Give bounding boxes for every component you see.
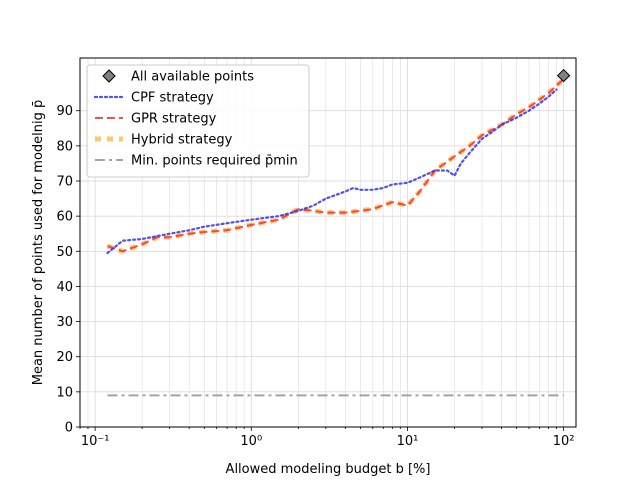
y-tick-label: 90 xyxy=(56,104,73,119)
x-tick-label: 10¹ xyxy=(397,434,419,449)
legend-label: All available points xyxy=(131,70,254,85)
y-tick-label: 30 xyxy=(56,315,73,330)
legend-label: CPF strategy xyxy=(131,91,214,106)
y-tick-label: 80 xyxy=(56,139,73,154)
y-tick-label: 60 xyxy=(56,210,73,225)
y-axis-label: Mean number of points used for modelnig … xyxy=(31,100,46,386)
series-layer xyxy=(106,68,571,397)
legend-marker-all-available xyxy=(102,69,116,83)
y-tick-label: 70 xyxy=(56,175,73,190)
y-tick-label: 40 xyxy=(56,280,73,295)
axis-ticks: 10⁻¹ 10⁰ 10¹ 10² 0 10 20 30 40 50 60 70 80 90 xyxy=(56,104,574,449)
legend-label: Min. points required p̄min xyxy=(131,154,298,169)
x-axis-label: Allowed modeling budget b [%] xyxy=(226,462,431,477)
y-tick-label: 20 xyxy=(56,350,73,365)
y-tick-label: 0 xyxy=(65,421,73,436)
y-tick-label: 10 xyxy=(56,385,73,400)
x-tick-label: 10² xyxy=(553,434,575,449)
x-tick-label: 10⁻¹ xyxy=(81,434,110,449)
data-point-all-available xyxy=(556,68,571,83)
legend-box xyxy=(86,64,310,178)
legend: All available points CPF strategy GPR stra… xyxy=(86,64,310,178)
legend-label: GPR strategy xyxy=(131,112,217,127)
x-tick-label: 10⁰ xyxy=(240,434,262,449)
y-tick-label: 50 xyxy=(56,245,73,260)
plot-frame xyxy=(79,57,577,428)
legend-label: Hybrid strategy xyxy=(131,133,233,148)
series-line-2 xyxy=(107,78,565,253)
series-line-1 xyxy=(106,88,558,255)
